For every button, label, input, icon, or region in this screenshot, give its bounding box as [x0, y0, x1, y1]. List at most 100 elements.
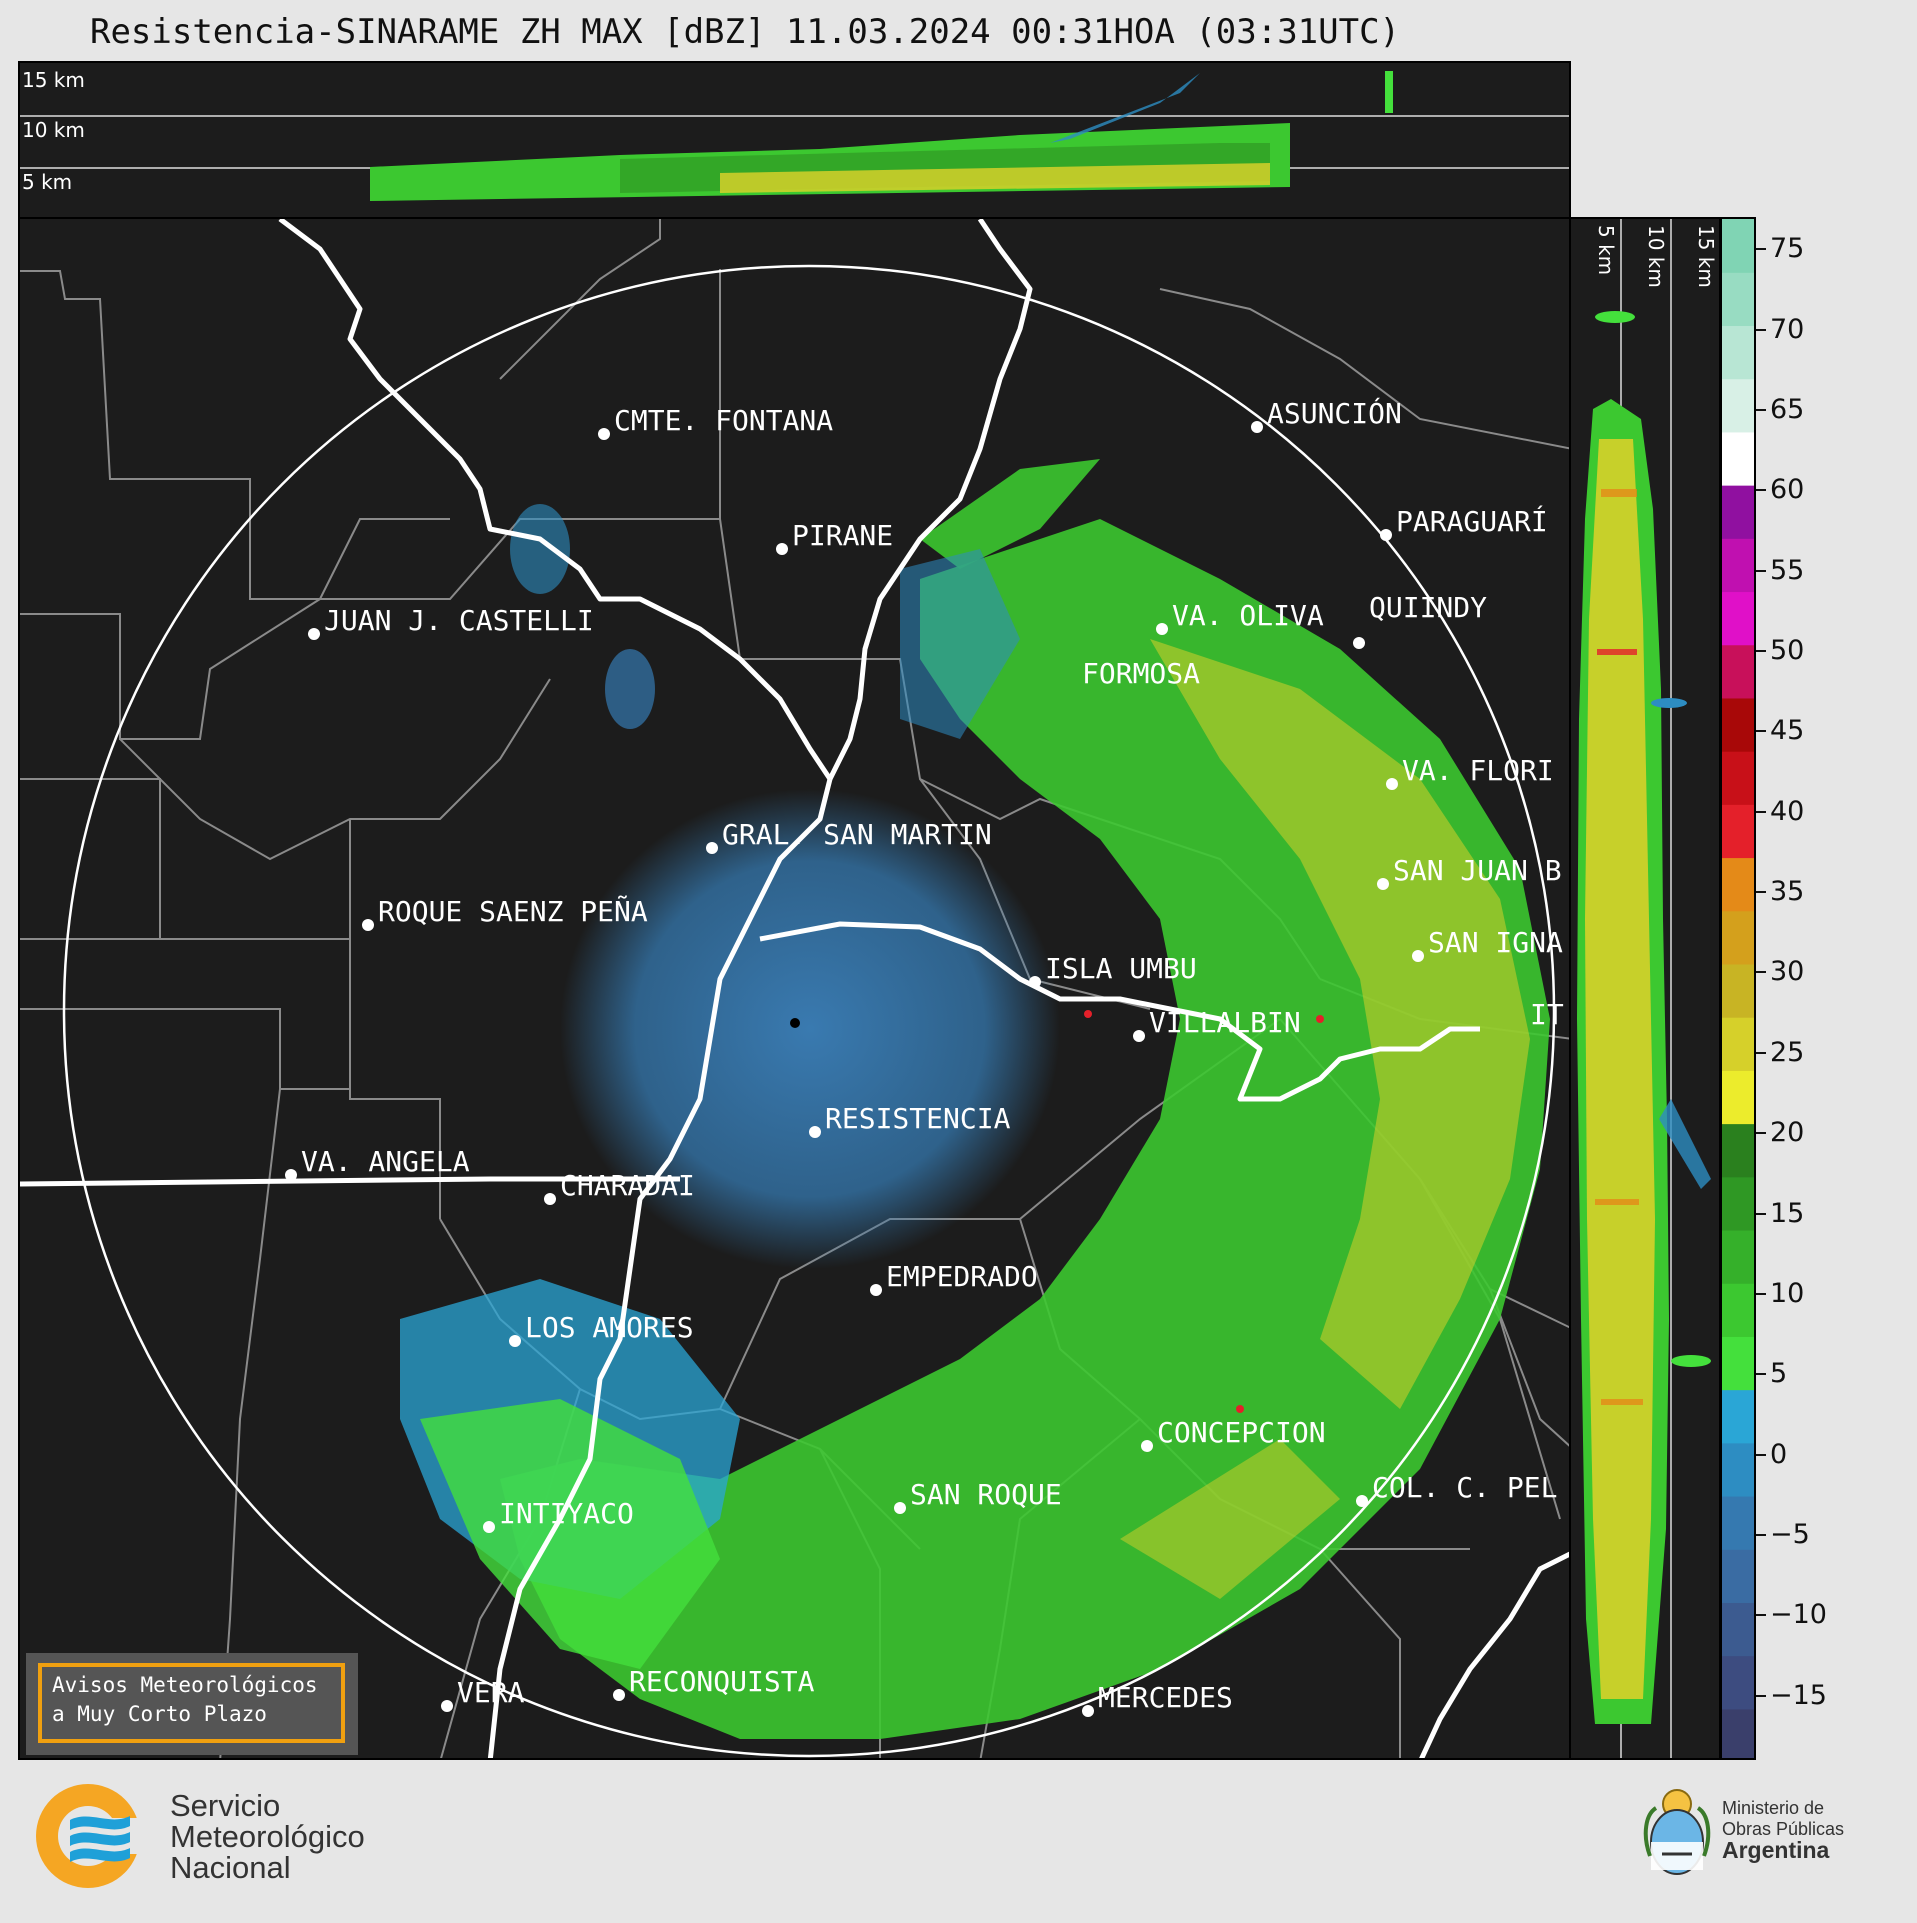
colorbar-segment: [1722, 1655, 1754, 1710]
city-label: CONCEPCION: [1157, 1416, 1326, 1449]
city-dot: [1377, 878, 1389, 890]
colorbar-tick-mark: [1756, 730, 1766, 733]
colorbar-tick-label: 35: [1770, 876, 1805, 908]
colorbar-segment: [1722, 697, 1754, 752]
height-label-5km: 5 km: [22, 170, 72, 194]
side-cross-section-panel: 5 km 10 km 15 km: [1569, 217, 1721, 1760]
colorbar-tick-mark: [1756, 971, 1766, 974]
city-dot: [598, 428, 610, 440]
alerts-badge-line2: a Muy Corto Plazo: [52, 1702, 267, 1726]
colorbar-segment: [1722, 644, 1754, 699]
city-label: FORMOSA: [1082, 657, 1200, 690]
city-dot: [1133, 1030, 1145, 1042]
alerts-badge[interactable]: Avisos Meteorológicos a Muy Corto Plazo: [26, 1653, 358, 1755]
city-label: INTIYACO: [499, 1497, 634, 1530]
argentina-coat-of-arms-icon: [1643, 1789, 1711, 1875]
city-label: IT: [1530, 998, 1564, 1031]
city-dot: [1386, 778, 1398, 790]
colorbar-tick-mark: [1756, 408, 1766, 411]
colorbar-tick-label: 5: [1770, 1358, 1788, 1390]
colorbar-tick-label: 0: [1770, 1438, 1788, 1470]
colorbar-tick-mark: [1756, 1614, 1766, 1617]
city-label: VA. OLIVA: [1172, 599, 1324, 632]
top-cross-section-panel: 15 km 10 km 5 km: [18, 61, 1571, 219]
city-label: VA. ANGELA: [301, 1145, 470, 1178]
city-label: MERCEDES: [1098, 1681, 1233, 1714]
smn-line3: Nacional: [170, 1850, 291, 1885]
smn-logo: [36, 1784, 148, 1888]
colorbar-tick-label: 10: [1770, 1277, 1805, 1309]
colorbar-tick-label: 50: [1770, 634, 1805, 666]
colorbar-segment: [1722, 591, 1754, 646]
side-cross-section-echo: [1577, 311, 1711, 1724]
city-label: RECONQUISTA: [629, 1665, 815, 1698]
colorbar-tick-mark: [1756, 649, 1766, 652]
colorbar-segment: [1722, 485, 1754, 539]
ministry-line3: Argentina: [1722, 1837, 1830, 1863]
colorbar-tick-label: 45: [1770, 715, 1805, 747]
colorbar-segment: [1722, 1442, 1754, 1497]
city-dot: [1356, 1495, 1368, 1507]
smn-line1: Servicio: [170, 1788, 281, 1823]
colorbar-segment: [1722, 431, 1754, 486]
city-label: GRAL. SAN MARTIN: [722, 818, 992, 851]
colorbar-tick-mark: [1756, 1132, 1766, 1135]
city-dot: [441, 1700, 453, 1712]
city-dot: [544, 1193, 556, 1205]
city-dot: [483, 1521, 495, 1533]
city-label: PIRANE: [792, 519, 893, 552]
colorbar-tick-mark: [1756, 248, 1766, 251]
city-label: ASUNCIÓN: [1267, 396, 1402, 430]
colorbar-segment: [1722, 272, 1754, 327]
colorbar-tick-mark: [1756, 1212, 1766, 1215]
ministry-wordmark: Ministerio de Obras Públicas Argentina: [1722, 1798, 1844, 1863]
city-dot: [1412, 950, 1424, 962]
city-dot: [809, 1126, 821, 1138]
city-label: SAN ROQUE: [910, 1478, 1062, 1511]
height-label-10km-side: 10 km: [1644, 225, 1668, 288]
ministry-line1: Ministerio de: [1722, 1798, 1825, 1818]
colorbar-tick-mark: [1756, 810, 1766, 813]
height-label-10km: 10 km: [22, 118, 85, 142]
city-dot: [1251, 421, 1263, 433]
city-label: LOS AMORES: [525, 1311, 694, 1344]
top-cross-section-echo: [370, 123, 1290, 201]
height-label-5km-side: 5 km: [1594, 225, 1618, 275]
city-dot: [776, 543, 788, 555]
colorbar-segment: [1722, 1229, 1754, 1284]
height-label-15km: 15 km: [22, 68, 85, 92]
colorbar-tick-mark: [1756, 1292, 1766, 1295]
colorbar-tick-label: 40: [1770, 795, 1805, 827]
city-label: VERA: [457, 1676, 525, 1709]
colorbar-segment: [1722, 1336, 1754, 1391]
colorbar-segment: [1722, 1176, 1754, 1231]
colorbar-segment: [1722, 219, 1754, 273]
colorbar-tick-label: 30: [1770, 956, 1805, 988]
city-dot: [1141, 1440, 1153, 1452]
colorbar-gradient: [1722, 219, 1754, 1758]
height-label-15km-side: 15 km: [1694, 225, 1718, 288]
colorbar-segment: [1722, 1549, 1754, 1603]
colorbar-tick-label: 25: [1770, 1036, 1805, 1068]
smn-line2: Meteorológico: [170, 1819, 365, 1854]
city-dot: [362, 919, 374, 931]
city-dot: [285, 1169, 297, 1181]
colorbar-segment: [1722, 857, 1754, 912]
radar-map-panel: CMTE. FONTANA ASUNCIÓN PIRANE PARAGUARÍ …: [18, 217, 1571, 1760]
city-dot: [1029, 976, 1041, 988]
map-title: Resistencia-SINARAME ZH MAX [dBZ] 11.03.…: [89, 12, 1401, 52]
alerts-badge-frame: Avisos Meteorológicos a Muy Corto Plazo: [38, 1663, 345, 1743]
city-label: ISLA UMBU: [1045, 952, 1197, 985]
city-dot: [509, 1335, 521, 1347]
colorbar-segment: [1722, 1123, 1754, 1178]
colorbar-tick-mark: [1756, 1051, 1766, 1054]
colorbar-segment: [1722, 325, 1754, 380]
city-dot: [894, 1502, 906, 1514]
colorbar-segment: [1722, 1495, 1754, 1550]
colorbar-tick-label: 15: [1770, 1197, 1805, 1229]
colorbar-segment: [1722, 910, 1754, 965]
colorbar-tick-mark: [1756, 328, 1766, 331]
colorbar-tick-mark: [1756, 1694, 1766, 1697]
colorbar-segment: [1722, 804, 1754, 859]
colorbar-segment: [1722, 1283, 1754, 1337]
